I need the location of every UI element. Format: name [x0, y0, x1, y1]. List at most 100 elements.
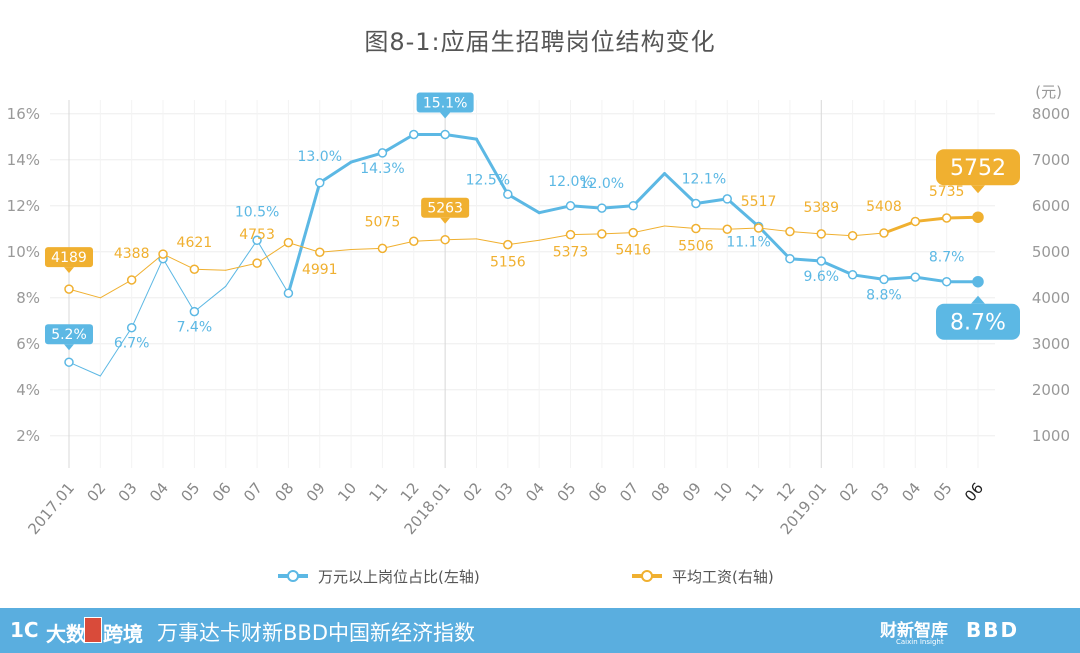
x-tick-label: 11: [365, 479, 391, 505]
x-tick-label: 03: [115, 479, 141, 505]
series-segment: [193, 285, 227, 313]
series-segment: [882, 219, 917, 235]
data-point: [315, 178, 325, 188]
callout-box: [936, 303, 1020, 340]
data-point: [565, 229, 576, 240]
left-tick-label: 2%: [16, 427, 40, 445]
brand-caixin-sub: Caixin Insight: [896, 638, 944, 646]
data-label: 12.5%: [466, 172, 510, 188]
left-tick-label: 8%: [16, 289, 40, 307]
data-point: [941, 213, 952, 223]
legend-label: 万元以上岗位占比(左轴): [318, 568, 480, 586]
x-tick-label: 10: [334, 479, 360, 505]
x-tick-label: 04: [146, 479, 172, 505]
data-point: [252, 235, 262, 246]
data-point: [628, 227, 638, 238]
data-label: 5735: [929, 184, 965, 200]
x-tick-label: 08: [271, 479, 297, 505]
right-tick-label: 3000: [1032, 335, 1070, 353]
callout-box: [936, 149, 1020, 186]
label-pointer: [440, 112, 451, 119]
data-point: [879, 274, 889, 285]
right-tick-label: 5000: [1032, 243, 1070, 261]
data-point: [816, 229, 827, 239]
series-segment: [380, 133, 416, 155]
series-segment: [601, 232, 634, 235]
data-label: 5416: [615, 243, 651, 259]
series-segment: [256, 239, 289, 294]
x-tick-label: 04: [522, 479, 548, 505]
series-segment: [286, 181, 322, 295]
series-segment: [632, 225, 666, 234]
series-segment: [131, 253, 164, 281]
data-point: [409, 129, 419, 140]
data-point: [722, 194, 732, 204]
data-label: 10.5%: [235, 204, 279, 220]
x-tick-label: 08: [648, 479, 674, 505]
series-segment: [820, 233, 854, 237]
grid: [50, 100, 995, 468]
data-label: 5373: [553, 245, 589, 261]
x-tick-label: 11: [742, 479, 768, 505]
x-tick-label: 05: [930, 479, 956, 505]
series-segment: [757, 225, 792, 261]
logo-box-icon: [84, 617, 102, 643]
label-box: [45, 247, 93, 268]
data-label: 7.4%: [177, 320, 213, 336]
data-point: [628, 201, 638, 211]
label-box: [416, 92, 474, 113]
data-label: 15.1%: [423, 96, 467, 112]
series-segment: [318, 160, 353, 185]
right-tick-label: 6000: [1032, 197, 1070, 215]
data-point: [910, 216, 921, 227]
data-point: [972, 211, 984, 223]
left-axis: 2% 4% 6% 8% 10% 12% 14% 16%: [7, 105, 40, 445]
right-tick-label: 8000: [1032, 105, 1070, 123]
data-point: [440, 234, 450, 245]
series-segment: [851, 273, 886, 281]
data-label: 8.8%: [866, 287, 902, 303]
series-segment: [600, 204, 635, 210]
data-point: [252, 258, 262, 268]
data-point: [565, 201, 576, 211]
x-tick-label: 02: [836, 479, 862, 505]
series-segment: [726, 227, 760, 230]
series-segment: [444, 238, 477, 241]
data-point: [847, 230, 858, 241]
callout-label: 5752: [950, 156, 1006, 181]
series-layer: 5.2% 6.7% 7.4% 10.5% 13.0% 14.3% 15.1% 12.5% 12.…: [45, 92, 1020, 377]
series-segment: [507, 239, 540, 246]
data-point: [409, 236, 419, 246]
series-segment: [694, 197, 729, 205]
series-segment: [506, 192, 541, 215]
data-point: [283, 237, 294, 248]
label-box: [45, 324, 93, 345]
x-tick-label: 06: [961, 479, 987, 505]
label-pointer: [440, 217, 451, 224]
series-segment: [664, 225, 697, 230]
data-point: [691, 198, 701, 209]
series-segment: [570, 233, 603, 236]
data-point: [283, 288, 294, 298]
series-segment: [474, 137, 510, 196]
data-point: [722, 224, 732, 235]
data-point: [158, 249, 168, 259]
logo-text: 大数: [46, 622, 86, 646]
x-tick-label: 07: [616, 479, 642, 505]
x-tick-label: 09: [679, 479, 705, 505]
series-segment: [819, 259, 855, 277]
data-label: 5517: [741, 194, 777, 210]
data-label: 14.3%: [360, 161, 404, 177]
data-point: [691, 223, 701, 234]
series-segment: [413, 239, 446, 242]
data-point: [941, 276, 952, 287]
series-1: 4189 4388 4621 4753 4991 5075 5263 5156 5373 5416…: [45, 149, 1020, 299]
data-label: 4621: [177, 235, 213, 251]
series-segment: [758, 227, 791, 233]
series-segment: [475, 238, 509, 246]
series-segment: [225, 262, 258, 271]
series-segment: [131, 258, 164, 329]
brand-caixin: 财新智库: [880, 621, 948, 641]
line-chart: 2% 4% 6% 8% 10% 12% 14% 16% 1000 2000 3000 4000 500…: [7, 83, 1070, 586]
